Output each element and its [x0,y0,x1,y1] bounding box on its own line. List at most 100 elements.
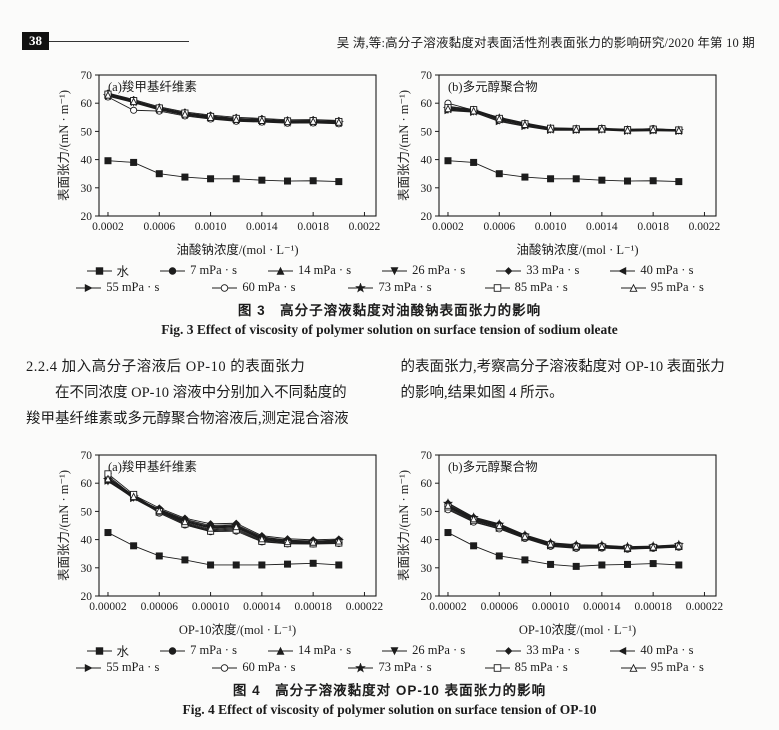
triangle-up-marker-icon [267,266,293,275]
fig4-chart-a: 0.00002 0.00006 0.00010 0.00014 0.00018 0.000… [56,450,383,637]
svg-text:70: 70 [80,450,92,462]
fig4-caption-zh: 图 4 高分子溶液黏度对 OP-10 表面张力的影响 [232,683,547,698]
fig4-legend: 水 7 mPa · s 14 mPa · s 26 mPa · s 33 mPa · s… [0,642,779,676]
body-text: 2.2.4 加入高分子溶液后 OP-10 的表面张力 在不同浓度 OP-10 溶… [0,354,779,432]
section-heading: 2.2.4 加入高分子溶液后 OP-10 的表面张力 [26,359,306,375]
svg-text:50: 50 [420,126,432,138]
circle-marker-icon [160,266,186,275]
square-marker-icon [86,646,112,655]
svg-text:60: 60 [420,98,432,110]
svg-text:0.00018: 0.00018 [294,601,332,613]
svg-text:0.0010: 0.0010 [194,221,226,233]
legend-label: 60 mPa · s [242,280,296,294]
svg-text:油酸钠浓度/(mol · L⁻¹): 油酸钠浓度/(mol · L⁻¹) [516,242,638,257]
svg-text:0.0006: 0.0006 [143,221,175,233]
header-rule [49,40,189,42]
fig3-legend: 水 7 mPa · s 14 mPa · s 26 mPa · s 33 mPa · s… [0,262,779,296]
svg-text:0.00018: 0.00018 [634,601,672,613]
svg-text:30: 30 [420,183,432,195]
svg-text:0.00022: 0.00022 [345,601,383,613]
legend-item: 60 mPa · s [211,660,295,675]
svg-text:表面张力/(mN · m⁻¹): 表面张力/(mN · m⁻¹) [56,470,71,581]
svg-text:0.0014: 0.0014 [586,221,618,233]
square-marker-icon [86,266,112,275]
svg-text:20: 20 [80,211,92,223]
svg-text:0.00002: 0.00002 [429,601,467,613]
legend-label: 14 mPa · s [297,263,352,277]
svg-text:40: 40 [420,535,432,547]
legend-label: 95 mPa · s [650,660,704,674]
triangle-left-marker-icon [610,266,636,275]
svg-text:0.0002: 0.0002 [432,221,464,233]
svg-text:50: 50 [80,126,92,138]
legend-label: 85 mPa · s [514,280,568,294]
svg-text:40: 40 [80,535,92,547]
triangle-up-open-marker-icon [620,283,646,292]
circle-open-marker-icon [212,663,238,672]
paragraph-line: 羧甲基纤维素或多元醇聚合物溶液后,测定混合溶液 [26,411,349,427]
svg-text:20: 20 [80,591,92,603]
legend-item: 14 mPa · s [267,263,351,278]
legend-item: 73 mPa · s [347,660,432,675]
svg-text:0.0006: 0.0006 [483,221,515,233]
legend-label: 60 mPa · s [242,660,296,674]
legend-label: 7 mPa · s [190,263,237,277]
svg-text:70: 70 [80,70,92,82]
svg-text:(a)羧甲基纤维素: (a)羧甲基纤维素 [108,459,197,474]
svg-text:30: 30 [420,563,432,575]
legend-item: 40 mPa · s [609,263,693,278]
paragraph-line: 的表面张力,考察高分子溶液黏度对 OP-10 表面张力 [400,359,725,375]
legend-row: 55 mPa · s 60 mPa · s 73 mPa · s 85 mPa · s… [0,279,779,296]
legend-row: 55 mPa · s 60 mPa · s 73 mPa · s 85 mPa · s… [0,659,779,676]
svg-text:30: 30 [80,563,92,575]
svg-text:0.00014: 0.00014 [583,601,621,613]
legend-item: 85 mPa · s [484,660,568,675]
triangle-down-marker-icon [382,646,408,655]
triangle-up-marker-icon [267,646,293,655]
legend-row: 水 7 mPa · s 14 mPa · s 26 mPa · s 33 mPa · s… [0,642,779,659]
legend-label: 40 mPa · s [640,643,694,657]
legend-item: 水 [86,261,129,280]
svg-text:0.0018: 0.0018 [637,221,669,233]
legend-label: 40 mPa · s [640,263,694,277]
legend-item: 73 mPa · s [347,280,432,295]
legend-label: 26 mPa · s [412,263,466,277]
fig3-chart-a: 0.0002 0.0006 0.0010 0.0014 0.0018 0.0022 20 30… [56,70,381,257]
page-number: 38 [22,31,49,51]
legend-label: 73 mPa · s [378,660,432,674]
paragraph-line: 在不同浓度 OP-10 溶液中分别加入不同黏度的 [55,385,347,401]
legend-label: 7 mPa · s [190,643,237,657]
svg-text:0.0002: 0.0002 [92,221,124,233]
svg-text:70: 70 [420,70,432,82]
legend-item: 40 mPa · s [609,643,693,658]
legend-row: 水 7 mPa · s 14 mPa · s 26 mPa · s 33 mPa · s… [0,262,779,279]
legend-item: 55 mPa · s [75,660,159,675]
triangle-up-open-marker-icon [620,663,646,672]
svg-text:0.00006: 0.00006 [480,601,518,613]
svg-text:油酸钠浓度/(mol · L⁻¹): 油酸钠浓度/(mol · L⁻¹) [176,242,298,257]
svg-text:40: 40 [80,155,92,167]
legend-label: 33 mPa · s [526,263,580,277]
fig4-caption-en: Fig. 4 Effect of viscosity of polymer so… [182,702,597,717]
square-open-marker-icon [484,283,510,292]
circle-marker-icon [160,646,186,655]
svg-text:0.00002: 0.00002 [89,601,127,613]
triangle-down-marker-icon [382,266,408,275]
fig3-charts-row: 0.0002 0.0006 0.0010 0.0014 0.0018 0.0022 20 30… [0,68,779,260]
svg-text:0.0018: 0.0018 [297,221,329,233]
legend-label: 95 mPa · s [650,280,704,294]
legend-label: 14 mPa · s [297,643,352,657]
svg-text:0.00014: 0.00014 [243,601,281,613]
svg-text:20: 20 [420,211,432,223]
legend-item: 水 [86,641,129,660]
legend-item: 26 mPa · s [381,263,465,278]
svg-text:(b)多元醇聚合物: (b)多元醇聚合物 [448,79,538,94]
diamond-marker-icon [496,646,522,655]
legend-item: 7 mPa · s [159,643,237,658]
square-open-marker-icon [484,663,510,672]
running-title: 吴 涛,等:高分子溶液黏度对表面活性剂表面张力的影响研究/2020 年第 10 … [336,35,755,50]
legend-item: 95 mPa · s [620,280,704,295]
svg-text:30: 30 [80,183,92,195]
svg-text:0.00022: 0.00022 [685,601,723,613]
